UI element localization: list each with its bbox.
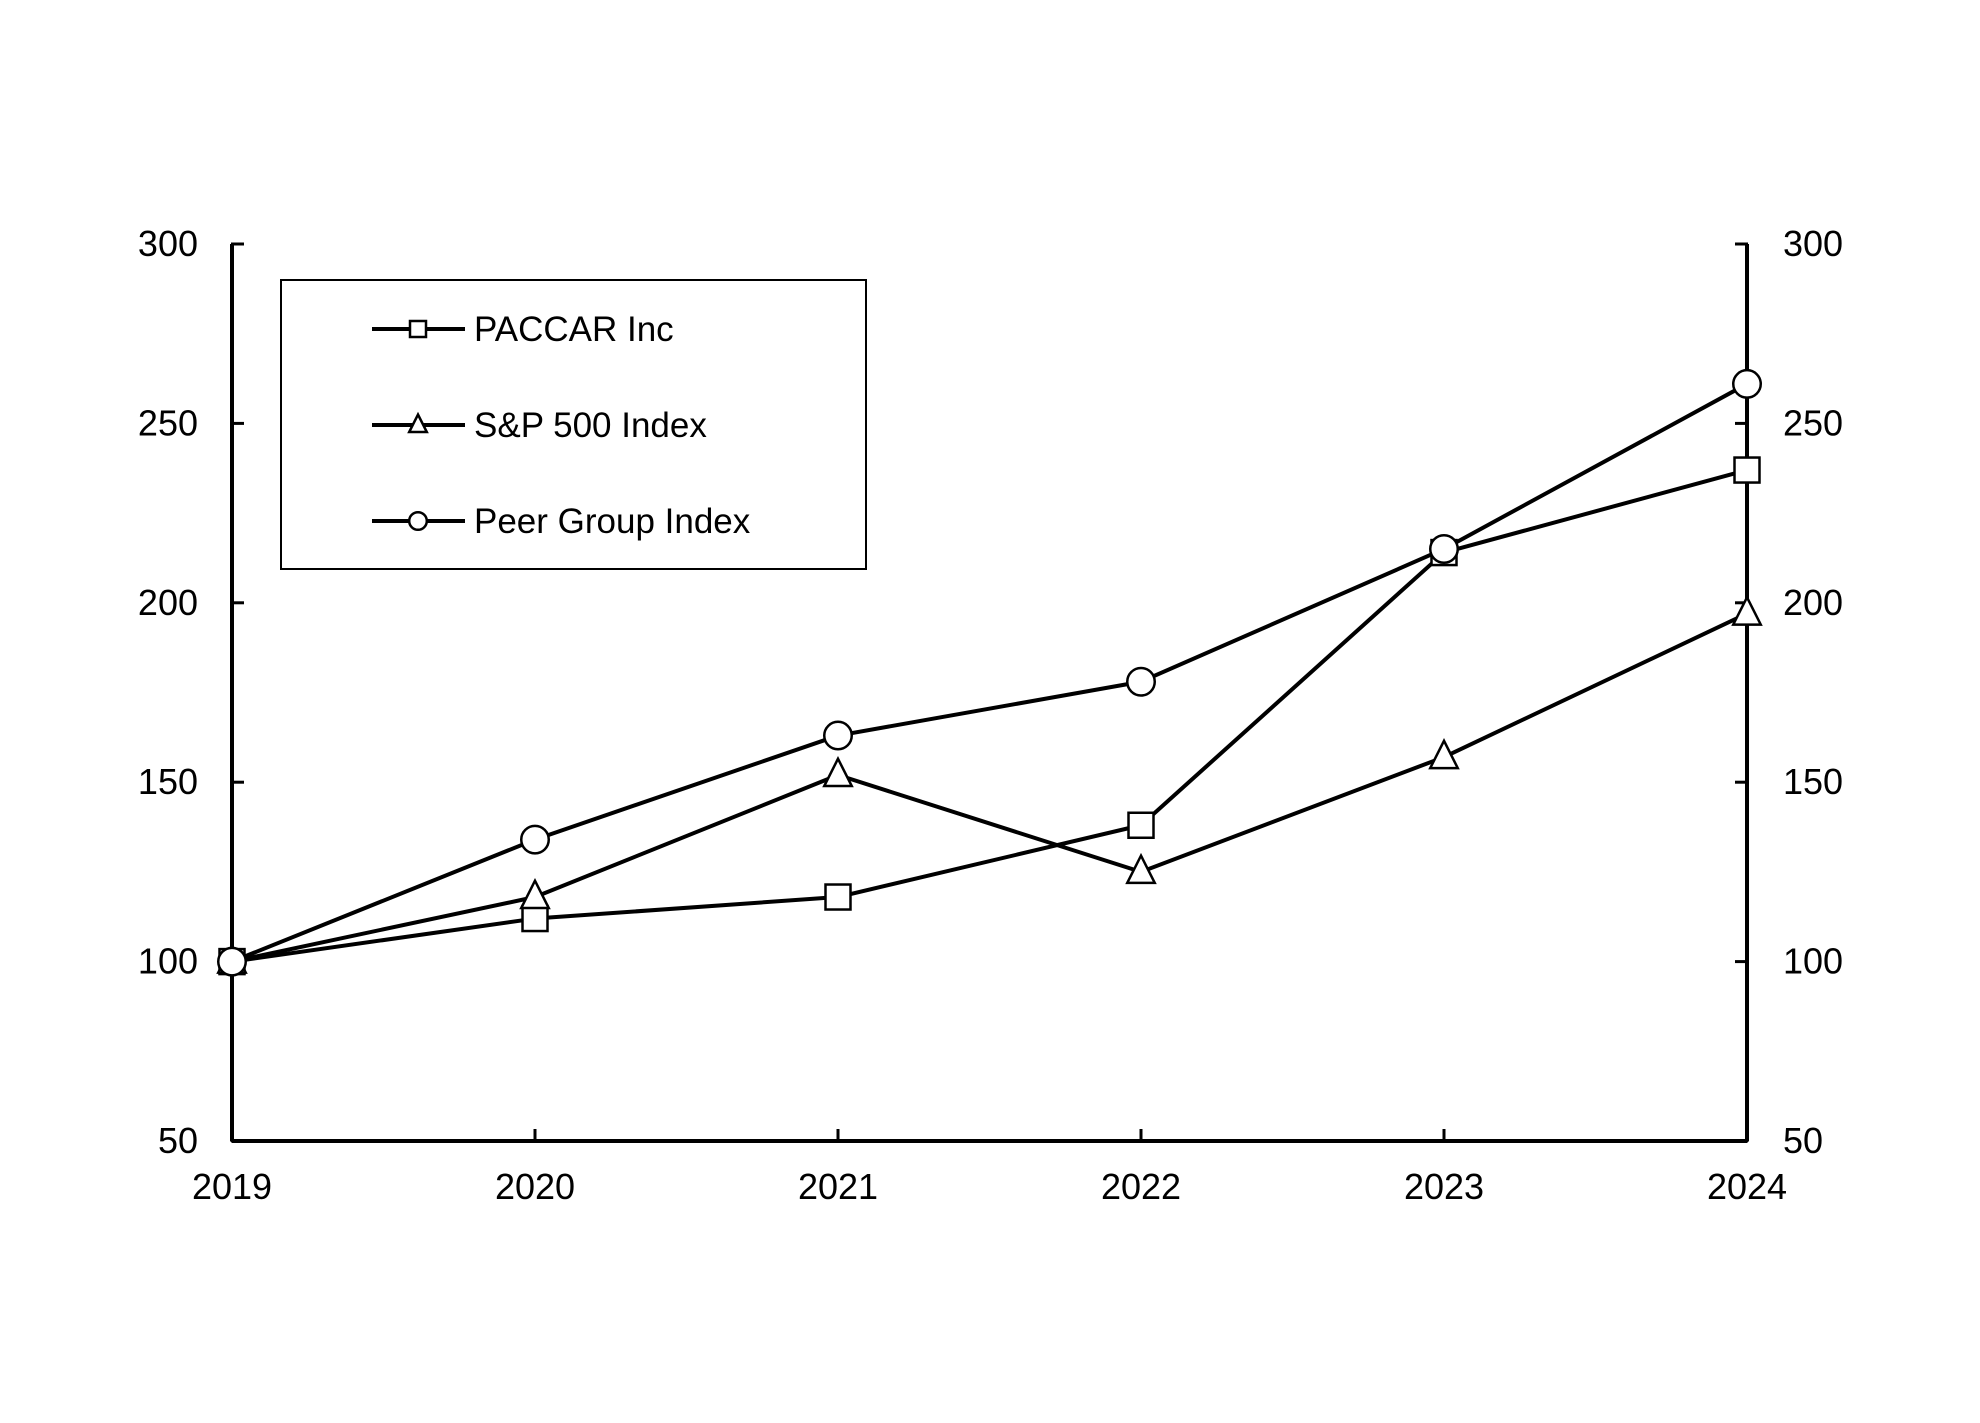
series-line-square [231, 468, 1748, 964]
data-point-square [521, 904, 549, 933]
y-tick-label-left: 250 [138, 402, 198, 443]
data-point-circle [520, 824, 550, 855]
data-point-circle [1429, 533, 1459, 564]
y-tick-label-right: 100 [1783, 941, 1843, 982]
series-circle [231, 382, 1748, 964]
y-tick-label-left: 150 [138, 761, 198, 802]
data-point-triangle [519, 877, 551, 910]
y-tick-label-right: 300 [1783, 223, 1843, 264]
data-point-triangle [1731, 594, 1763, 626]
data-point-triangle [1125, 852, 1157, 885]
data-point-circle [823, 720, 853, 751]
x-tick-label: 2023 [1404, 1166, 1484, 1207]
data-point-circle [1126, 666, 1156, 697]
series-triangle [231, 611, 1748, 964]
legend-label-square: PACCAR Inc [474, 310, 674, 349]
y-tick-label-right: 250 [1783, 402, 1843, 443]
series-square [231, 468, 1748, 964]
legend: PACCAR Inc S&P 500 Index Peer Group Index [280, 279, 867, 570]
data-point-square [824, 883, 852, 911]
y-tick-label-left: 300 [138, 223, 198, 264]
y-tick-label-right: 200 [1783, 582, 1843, 623]
y-tick-label-left: 100 [138, 941, 198, 982]
y-tick-label-right: 50 [1783, 1120, 1823, 1161]
x-tick-label: 2024 [1707, 1166, 1787, 1207]
axes: 50 50 100 100 150 150 200 200 250 250 300 300 2019 20… [138, 223, 1843, 1207]
legend-marker-square [408, 319, 428, 339]
series-layer [216, 368, 1763, 977]
data-point-square [1733, 456, 1761, 484]
legend-label-triangle: S&P 500 Index [474, 406, 707, 445]
x-tick-label: 2022 [1101, 1166, 1181, 1207]
series-markers-circle [217, 368, 1762, 977]
data-point-square [1127, 811, 1155, 840]
data-point-triangle [822, 755, 854, 788]
x-tick-label: 2019 [192, 1166, 272, 1207]
data-point-triangle [1428, 738, 1460, 770]
y-tick-label-left: 50 [158, 1120, 198, 1161]
data-point-circle [1732, 368, 1762, 399]
legend-marker-circle [407, 510, 429, 532]
y-tick-label-left: 200 [138, 582, 198, 623]
data-point-circle [217, 946, 247, 977]
series-line-circle [231, 382, 1748, 964]
x-tick-label: 2020 [495, 1166, 575, 1207]
y-tick-label-right: 150 [1783, 761, 1843, 802]
x-tick-label: 2021 [798, 1166, 878, 1207]
series-line-triangle [231, 611, 1748, 964]
legend-marker-triangle [407, 411, 429, 434]
legend-label-circle: Peer Group Index [474, 502, 751, 541]
